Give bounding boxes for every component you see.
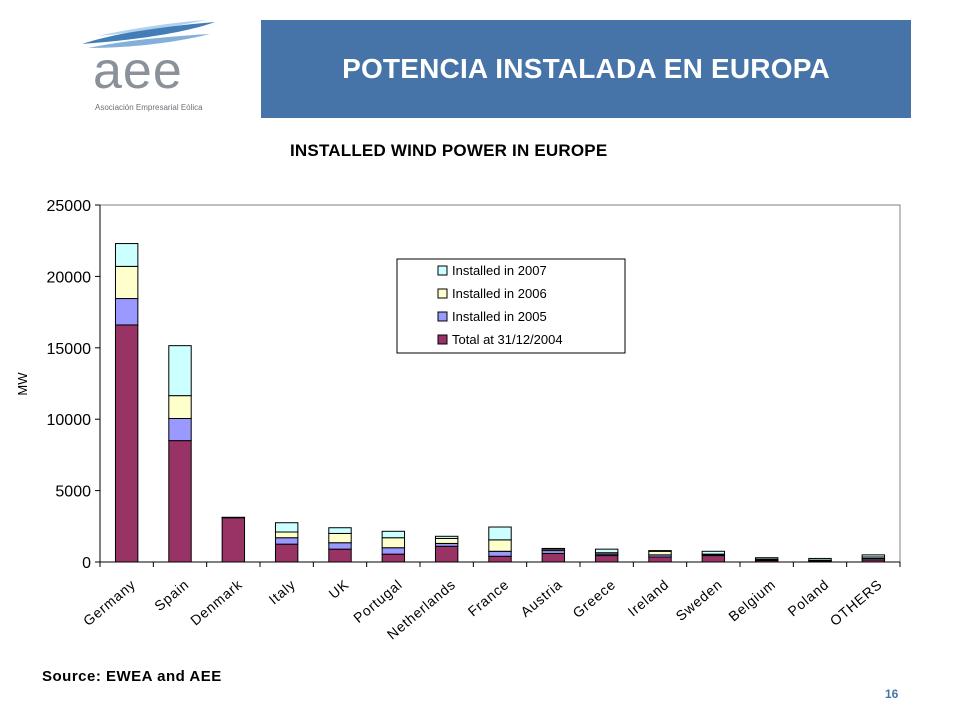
bar-segment [541,547,566,550]
header-bar: POTENCIA INSTALADA EN EUROPA [261,20,911,118]
bar-segment [114,324,139,563]
legend-entry: Installed in 2005 [452,309,547,324]
bar-segment [114,265,139,300]
x-tick-label: OTHERS [827,576,886,629]
x-tick-label: Italy [266,576,299,607]
x-tick-label: UK [326,576,352,602]
y-tick-label: 20000 [47,269,92,286]
bar-segment [754,557,779,560]
x-tick-label: Greece [569,576,618,621]
x-tick-label: Ireland [625,576,672,619]
bar-segment [114,298,139,326]
bar-segment [648,550,672,552]
x-tick-label: Austria [517,576,565,620]
bar-segment [488,555,512,563]
bar-segment [488,550,512,557]
logo-subtitle: Asociación Empresarial Eólica [95,103,203,112]
bar-segment [381,530,406,539]
legend-swatch [437,334,448,345]
bar-segment [168,395,192,419]
bar-segment [114,243,139,267]
bar-segment [381,537,406,549]
legend-swatch [437,288,448,299]
bar-segment [488,526,512,541]
logo-swoosh-icon [82,20,215,48]
bar-segment [221,517,246,563]
bar-segment [541,552,566,563]
bars [114,243,886,563]
chart-title: INSTALLED WIND POWER IN EUROPE [290,141,608,160]
legend-entry: Installed in 2006 [452,286,547,301]
x-tick-label: Sweden [673,576,726,624]
bar-segment [328,527,352,534]
y-tick-label: 5000 [55,484,91,501]
logo-text: aee [93,42,183,100]
legend-box [396,258,626,354]
page-title: POTENCIA INSTALADA EN EUROPA [342,53,830,84]
y-tick-label: 25000 [47,198,92,215]
aee-logo [82,20,215,48]
bar-segment [168,345,192,397]
x-tick-label: Denmark [187,576,245,628]
bar-segment [168,440,192,563]
bar-segment [274,543,299,563]
bar-segment [861,554,886,558]
bar-segment [328,548,352,563]
y-tick-label: 10000 [47,412,92,429]
bar-segment [168,417,192,442]
y-tick-label: 0 [82,555,91,572]
y-tick-label: 15000 [47,341,92,358]
bar-segment [274,537,299,545]
bar-segment [434,537,459,544]
bar-segment [488,539,512,552]
x-tick-label: Poland [785,576,832,619]
bar-segment [701,555,726,563]
bar-segment [434,535,459,539]
bar-segment [434,545,459,563]
x-tick-label: Belgium [725,576,778,624]
bar-segment [328,532,352,544]
legend-entry: Installed in 2007 [452,263,547,278]
bar-segment [594,548,619,554]
source-note: Source: EWEA and AEE [42,668,222,685]
x-tick-label: Germany [80,576,139,629]
bar-segment [274,531,299,539]
page-number: 16 [885,687,899,701]
bar-segment [594,555,619,563]
bar-segment [808,557,832,561]
bar-segment [648,556,672,563]
legend-swatch [437,265,448,276]
chart-legend: Installed in 2007 Installed in 2006 Instal… [396,258,626,354]
x-tick-label: Spain [151,576,192,614]
y-axis-label: MW [15,372,30,396]
bar-segment [381,547,406,555]
x-tick-label: France [465,576,512,619]
bar-segment [274,522,299,533]
bar-segment [648,550,672,556]
bar-segment [701,550,726,555]
bar-segment [381,553,406,563]
legend-swatch [437,311,448,322]
bar-segment [328,542,352,550]
y-axis: 0 5000 10000 15000 20000 25000 [47,198,101,572]
legend-entry: Total at 31/12/2004 [452,332,563,347]
